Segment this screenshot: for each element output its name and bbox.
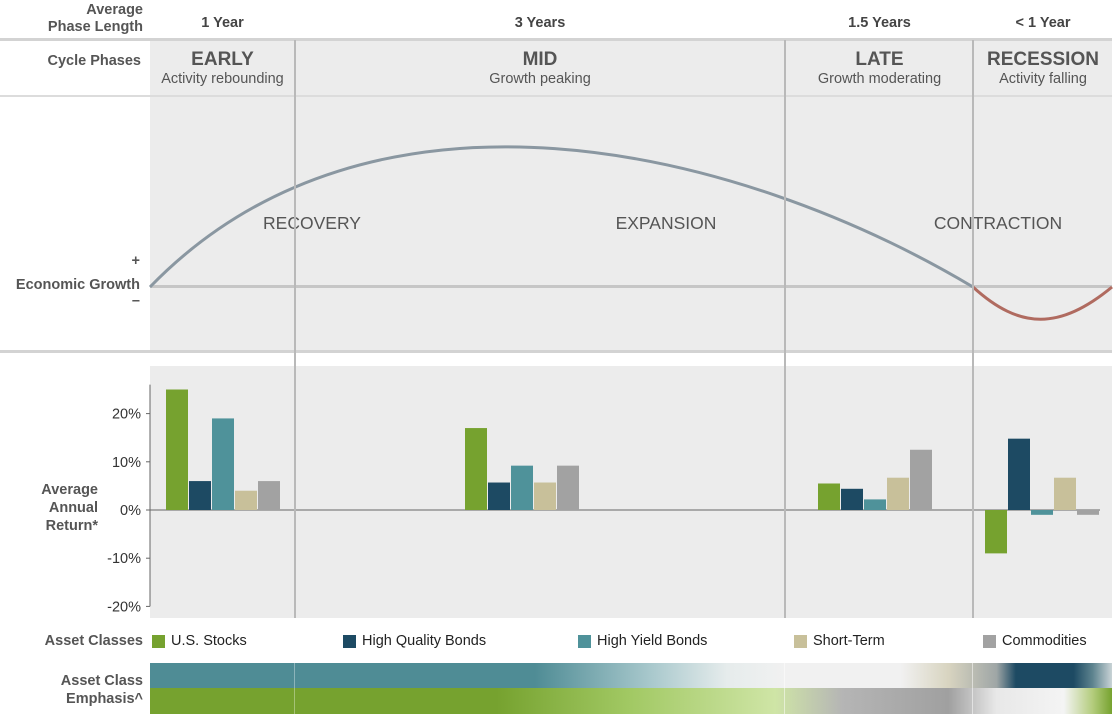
y-tick-label: 0% bbox=[120, 503, 141, 519]
phase-length-mid: 3 Years bbox=[514, 15, 566, 31]
phase-late: LATE Growth moderating bbox=[786, 50, 973, 88]
y-tick-label: 10% bbox=[112, 455, 141, 471]
growth-band bbox=[150, 97, 1112, 351]
legend-commodities: Commodities bbox=[983, 632, 1087, 650]
header-top-rule bbox=[0, 38, 1112, 41]
phase-early: EARLY Activity rebounding bbox=[150, 50, 295, 88]
cycle-phases-label: Cycle Phases bbox=[47, 53, 141, 69]
phase-length-late: 1.5 Years bbox=[848, 15, 911, 31]
divider-mid-late bbox=[784, 40, 786, 618]
bar-commodities-late bbox=[910, 449, 932, 510]
bar-u-s-stocks-early bbox=[166, 389, 188, 510]
stage-expansion: EXPANSION bbox=[615, 213, 717, 233]
y-tick-label: -20% bbox=[107, 599, 141, 615]
legend-swatch bbox=[152, 634, 165, 648]
y-tick-label: 20% bbox=[112, 407, 141, 423]
bar-u-s-stocks-recession bbox=[985, 510, 1007, 554]
bar-commodities-recession bbox=[1077, 510, 1099, 515]
zero-growth-line bbox=[150, 285, 1112, 288]
legend-high-quality-bonds: High Quality Bonds bbox=[343, 632, 486, 650]
emphasis-divider-early-mid bbox=[294, 663, 295, 714]
legend-swatch bbox=[578, 634, 591, 648]
expansion-curve bbox=[148, 145, 974, 289]
growth-bottom-rule bbox=[0, 350, 1112, 353]
bar-high-yield-bonds-early bbox=[212, 418, 234, 510]
returns-ylabel: Average Annual Return* bbox=[41, 482, 98, 534]
phase-subtitle: Growth moderating bbox=[817, 71, 942, 87]
phase-subtitle: Growth peaking bbox=[489, 71, 591, 87]
legend-swatch bbox=[343, 634, 356, 648]
bar-short-term-recession bbox=[1054, 477, 1076, 510]
bar-high-quality-bonds-mid bbox=[488, 482, 510, 510]
phase-subtitle: Activity rebounding bbox=[161, 71, 284, 87]
legend-label: Short-Term bbox=[813, 633, 885, 649]
legend-swatch bbox=[983, 634, 996, 648]
legend-label: High Yield Bonds bbox=[597, 633, 708, 649]
bar-high-yield-bonds-recession bbox=[1031, 510, 1053, 515]
divider-late-recession bbox=[972, 40, 974, 618]
phase-length-label: Average Phase Length bbox=[47, 2, 143, 35]
contraction-curve bbox=[971, 285, 1113, 321]
legend-high-yield-bonds: High Yield Bonds bbox=[578, 632, 707, 650]
phase-recession: RECESSION Activity falling bbox=[974, 50, 1112, 88]
asset-class-emphasis-label: Asset Class Emphasis^ bbox=[60, 673, 143, 707]
bar-high-quality-bonds-late bbox=[841, 488, 863, 510]
legend-label: High Quality Bonds bbox=[362, 633, 487, 649]
bar-u-s-stocks-late bbox=[818, 483, 840, 510]
growth-minus-sign: – bbox=[131, 293, 140, 309]
legend-label: U.S. Stocks bbox=[171, 633, 247, 649]
bar-u-s-stocks-mid bbox=[465, 428, 487, 510]
bar-commodities-early bbox=[258, 481, 280, 510]
legend-short-term: Short-Term bbox=[794, 632, 885, 650]
legend-swatch bbox=[794, 634, 807, 648]
returns-band bbox=[150, 366, 1112, 618]
phase-name: LATE bbox=[855, 49, 904, 70]
emphasis-bar-top bbox=[150, 663, 1112, 688]
bar-high-quality-bonds-early bbox=[189, 481, 211, 510]
bar-short-term-late bbox=[887, 477, 909, 510]
phase-mid: MID Growth peaking bbox=[296, 50, 784, 88]
bar-high-quality-bonds-recession bbox=[1008, 438, 1030, 510]
header-bottom-rule bbox=[0, 95, 1112, 97]
legend-us-stocks: U.S. Stocks bbox=[152, 632, 247, 650]
bar-high-yield-bonds-mid bbox=[511, 465, 533, 510]
bar-high-yield-bonds-late bbox=[864, 499, 886, 510]
phase-subtitle: Activity falling bbox=[999, 71, 1087, 87]
phase-length-early: 1 Year bbox=[201, 15, 244, 31]
emphasis-divider-late-recession bbox=[972, 663, 973, 714]
emphasis-bar-bottom bbox=[150, 688, 1112, 714]
bar-short-term-early bbox=[235, 490, 257, 510]
phase-name: EARLY bbox=[191, 49, 254, 70]
phase-name: RECESSION bbox=[987, 49, 1099, 70]
divider-early-mid bbox=[294, 40, 296, 618]
bar-commodities-mid bbox=[557, 465, 579, 510]
phase-length-recession: < 1 Year bbox=[1015, 15, 1071, 31]
phase-name: MID bbox=[522, 49, 558, 70]
bar-short-term-mid bbox=[534, 482, 556, 510]
stage-contraction: CONTRACTION bbox=[933, 213, 1063, 233]
header-band bbox=[150, 40, 1112, 96]
stage-recovery: RECOVERY bbox=[263, 213, 361, 233]
y-tick-label: -10% bbox=[107, 551, 141, 567]
legend-label: Commodities bbox=[1002, 633, 1087, 649]
asset-classes-label: Asset Classes bbox=[44, 633, 143, 649]
growth-plus-sign: + bbox=[131, 253, 140, 269]
economic-growth-label: Economic Growth bbox=[15, 277, 140, 293]
emphasis-divider-mid-late bbox=[784, 663, 785, 714]
